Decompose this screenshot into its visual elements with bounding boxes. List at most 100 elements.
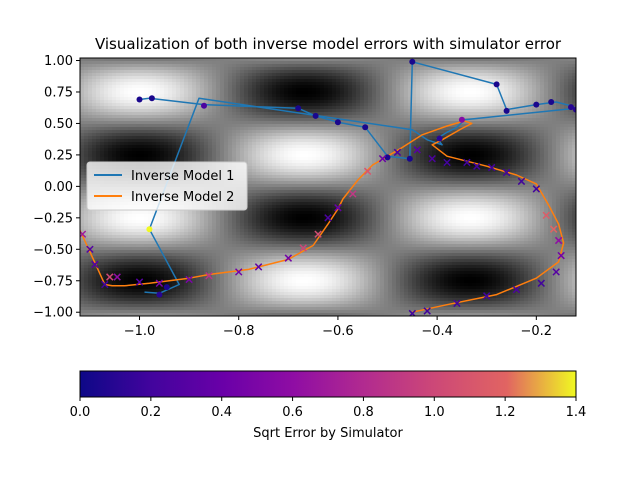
heatmap-cell	[528, 157, 533, 161]
heatmap-cell	[492, 88, 497, 92]
heatmap-cell	[508, 67, 513, 71]
heatmap-cell	[348, 133, 353, 137]
heatmap-cell	[184, 142, 189, 146]
heatmap-cell	[420, 109, 425, 113]
heatmap-cell	[100, 79, 105, 83]
heatmap-cell	[292, 85, 297, 89]
heatmap-cell	[396, 91, 401, 95]
heatmap-cell	[404, 133, 409, 137]
heatmap-cell	[332, 124, 337, 128]
heatmap-cell	[500, 115, 505, 119]
heatmap-cell	[152, 85, 157, 89]
heatmap-cell	[296, 124, 301, 128]
heatmap-cell	[88, 130, 93, 134]
heatmap-cell	[176, 118, 181, 122]
heatmap-cell	[136, 145, 141, 149]
heatmap-cell	[396, 145, 401, 149]
heatmap-cell	[396, 112, 401, 116]
heatmap-cell	[508, 166, 513, 170]
heatmap-cell	[472, 130, 477, 134]
heatmap-cell	[132, 142, 137, 146]
heatmap-cell	[452, 88, 457, 92]
heatmap-cell	[244, 97, 249, 101]
heatmap-cell	[456, 106, 461, 110]
heatmap-cell	[480, 97, 485, 101]
heatmap-cell	[384, 94, 389, 98]
heatmap-cell	[132, 85, 137, 89]
heatmap-cell	[548, 70, 553, 74]
heatmap-cell	[252, 76, 257, 80]
heatmap-cell	[508, 109, 513, 113]
heatmap-cell	[540, 127, 545, 131]
heatmap-cell	[304, 91, 309, 95]
heatmap-cell	[380, 130, 385, 134]
heatmap-cell	[496, 154, 501, 158]
heatmap-cell	[448, 61, 453, 65]
heatmap-cell	[504, 121, 509, 125]
heatmap-cell	[376, 118, 381, 122]
heatmap-cell	[200, 121, 205, 125]
heatmap-cell	[196, 139, 201, 143]
heatmap-cell	[420, 175, 425, 179]
heatmap-cell	[344, 154, 349, 158]
heatmap-cell	[100, 94, 105, 98]
heatmap-cell	[376, 97, 381, 101]
heatmap-cell	[564, 79, 569, 83]
heatmap-cell	[84, 172, 89, 176]
heatmap-cell	[156, 130, 161, 134]
heatmap-cell	[384, 175, 389, 179]
heatmap-cell	[564, 127, 569, 131]
heatmap-cell	[476, 91, 481, 95]
heatmap-cell	[376, 103, 381, 107]
heatmap-cell	[388, 94, 393, 98]
heatmap-cell	[176, 115, 181, 119]
heatmap-cell	[100, 118, 105, 122]
heatmap-cell	[156, 76, 161, 80]
heatmap-cell	[416, 88, 421, 92]
heatmap-cell	[344, 130, 349, 134]
heatmap-cell	[416, 139, 421, 143]
heatmap-cell	[340, 160, 345, 164]
heatmap-cell	[320, 73, 325, 77]
heatmap-cell	[532, 106, 537, 110]
heatmap-cell	[468, 139, 473, 143]
heatmap-cell	[120, 115, 125, 119]
heatmap-cell	[236, 115, 241, 119]
heatmap-cell	[504, 94, 509, 98]
heatmap-cell	[256, 130, 261, 134]
heatmap-cell	[168, 142, 173, 146]
heatmap-cell	[180, 70, 185, 74]
heatmap-cell	[112, 79, 117, 83]
heatmap-cell	[276, 91, 281, 95]
heatmap-cell	[92, 73, 97, 77]
heatmap-cell	[520, 160, 525, 164]
heatmap-cell	[472, 124, 477, 128]
heatmap-cell	[448, 106, 453, 110]
heatmap-cell	[436, 61, 441, 65]
heatmap-cell	[340, 157, 345, 161]
heatmap-cell	[488, 163, 493, 167]
heatmap-cell	[136, 148, 141, 152]
heatmap-cell	[436, 82, 441, 86]
heatmap-cell	[472, 91, 477, 95]
heatmap-cell	[520, 70, 525, 74]
heatmap-cell	[256, 61, 261, 65]
heatmap-cell	[244, 58, 249, 62]
heatmap-cell	[348, 127, 353, 131]
heatmap-cell	[520, 106, 525, 110]
heatmap-cell	[356, 139, 361, 143]
heatmap-cell	[564, 172, 569, 176]
heatmap-cell	[328, 145, 333, 149]
heatmap-cell	[288, 145, 293, 149]
heatmap-cell	[560, 82, 565, 86]
heatmap-cell	[356, 145, 361, 149]
heatmap-cell	[160, 121, 165, 125]
heatmap-cell	[184, 88, 189, 92]
heatmap-cell	[352, 130, 357, 134]
heatmap-cell	[516, 64, 521, 68]
heatmap-cell	[540, 154, 545, 158]
heatmap-cell	[544, 136, 549, 140]
heatmap-cell	[376, 58, 381, 62]
heatmap-cell	[448, 136, 453, 140]
heatmap-cell	[520, 67, 525, 71]
